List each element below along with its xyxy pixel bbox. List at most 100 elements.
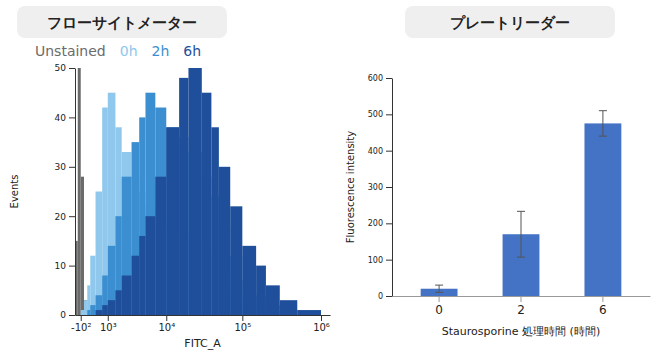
tick: 600 [368,74,392,83]
tick-label: -10² [71,322,91,333]
tick-mark [108,315,109,321]
error-bar-stem [521,211,522,257]
error-bar [599,111,607,136]
histogram-bar [145,206,155,315]
tick-label: 30 [55,162,67,172]
tick-label: 50 [55,63,67,73]
tick-label: 6 [599,303,607,317]
tick: 10⁵ [234,315,251,333]
tick-label: 600 [368,74,383,83]
chart-title: フローサイトメーター [47,14,197,32]
tick: 500 [368,110,392,119]
axis-line [75,69,76,316]
histogram-bar [132,142,140,315]
error-bar-stem [439,285,440,292]
y-axis-title: Fluorescence intensity [345,131,356,243]
axis: 0100200300400500600 [368,74,393,301]
histogram-bar [132,256,140,315]
chart-root: フローサイトメーター -10² 10³ 10⁴ 10⁵ 10⁶ 0 10 20 30 40 50 Uns… [0,0,672,360]
tick: 10 [55,261,75,271]
histogram-series [75,68,87,315]
histogram-bar [122,177,132,315]
tick: 20 [55,212,75,222]
histogram-bar [166,127,179,315]
tick-label: 300 [368,183,383,192]
tick-label: 0 [435,303,443,317]
histogram-bar [90,305,95,315]
chart-title: プレートリーダー [450,14,570,32]
histogram-bar [139,117,145,315]
legend-entry: 2h [152,43,170,59]
histogram-bar [219,167,230,315]
tick-mark [242,315,243,321]
tick-label: 10⁶ [313,322,330,333]
histogram-bar [108,246,116,315]
histogram-bar [115,216,121,315]
histogram-bar [87,285,90,315]
tick: 200 [368,219,392,228]
tick: 10⁴ [158,315,175,333]
tick-label: 10⁵ [234,322,251,333]
tick-label: 200 [368,219,383,228]
tick-mark [81,315,82,321]
histogram-bar [242,246,256,315]
histogram-bar [90,315,95,316]
histogram-bar [81,315,84,316]
bar [584,123,621,296]
header-box [405,6,615,38]
histogram-bar [78,315,81,316]
tick: 10³ [100,315,117,333]
histogram-bar [84,315,87,316]
legend: Unstained 0h 2h 6h [35,43,201,59]
histogram-bar [256,266,266,315]
legend-entry: 6h [183,43,201,59]
histogram-bar [84,315,87,316]
histogram-bar [102,275,108,315]
axis: 026 [393,296,651,317]
histogram-bar [90,256,95,315]
y-axis-title: Events [9,175,20,209]
histogram-bar [102,305,108,315]
histogram-bar [96,295,103,315]
tick: 40 [55,113,75,123]
tick: 0 [60,310,75,320]
tick: 10⁶ [313,315,330,333]
histogram-bar [115,290,121,315]
histogram-bar [139,236,145,315]
tick-mark [386,78,392,79]
legend-entry: Unstained [35,43,106,59]
tick: 0 [435,296,443,317]
histogram-bar [87,310,90,315]
tick-label: 100 [368,256,383,265]
tick: 30 [55,162,75,172]
histogram-bar [122,152,132,315]
x-axis-title: Staurosporine 処理時間 (時間) [442,325,600,338]
tick-mark [69,266,75,267]
tick-mark [69,117,75,118]
tick-mark [69,315,75,316]
histogram-bar [81,310,84,315]
tick-mark [69,216,75,217]
error-bar-cap [599,110,607,111]
tick-mark [321,315,322,321]
tick-mark [386,296,392,297]
error-bar-cap [435,285,443,286]
histogram-bar [84,300,87,315]
histogram-bar [81,315,84,316]
histogram-bar [202,93,212,315]
histogram-bar [230,206,242,315]
histogram-bar [96,192,103,316]
panel-header: フローサイトメーター [17,6,227,38]
header-box [17,6,227,38]
error-bar-cap [435,292,443,293]
error-bar-cap [517,257,525,258]
histogram-bar [78,315,81,316]
tick-mark [386,114,392,115]
histogram-bar [78,315,81,316]
axis-line [392,79,393,297]
histogram-bar [280,300,297,315]
tick-label: 500 [368,110,383,119]
tick-label: 10⁴ [158,322,175,333]
tick: 400 [368,147,392,156]
legend-entry: 0h [120,43,138,59]
